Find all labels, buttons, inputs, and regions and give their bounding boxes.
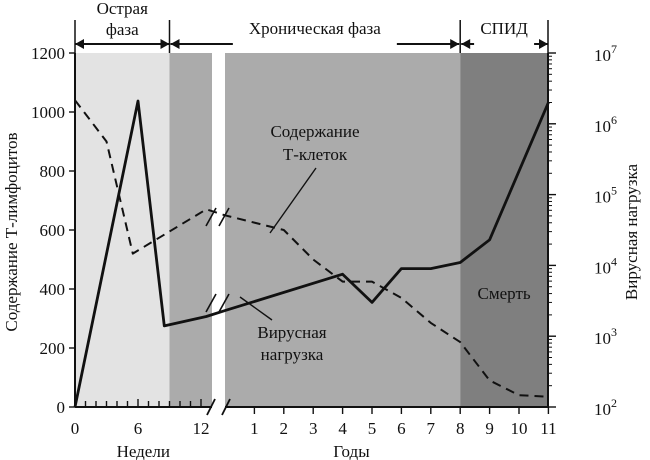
- line-break-mark-4: [218, 293, 230, 313]
- phase-label-chronic-bg: [232, 30, 397, 52]
- line-break-mark-1: [205, 207, 217, 227]
- phase-band-1: [75, 53, 170, 407]
- y-right-tick-label: 106: [594, 113, 617, 136]
- y-right-tick-label: 104: [594, 254, 617, 277]
- y-left-tick-label: 200: [40, 339, 66, 358]
- y-left-tick-label: 800: [40, 162, 66, 181]
- phase-band-3: [460, 53, 548, 407]
- phase-label-chronic: Хроническая фаза: [249, 19, 381, 38]
- tick-exponent: 5: [611, 184, 617, 198]
- y-right-tick-label: 102: [594, 396, 617, 419]
- series-lines: [73, 99, 550, 408]
- x-tick-label-year: 1: [250, 419, 259, 438]
- y-left-tick-label: 600: [40, 221, 66, 240]
- phase-chronic-span-arrow-left: [170, 39, 180, 49]
- tick-base: 10: [594, 188, 611, 207]
- x-tick-label-year: 10: [511, 419, 528, 438]
- y-left-tick-label: 400: [40, 280, 66, 299]
- x-tick-label-year: 5: [368, 419, 377, 438]
- tick-exponent: 7: [611, 42, 617, 56]
- x-tick-label-week: 12: [193, 419, 210, 438]
- x-axis-title-weeks: Недели: [117, 442, 170, 460]
- phase-chronic-span-arrow-right: [450, 39, 460, 49]
- x-tick-label-year: 8: [456, 419, 465, 438]
- y-right-axis-title: Вирусная нагрузка: [622, 163, 641, 300]
- x-axis-title-years: Годы: [333, 442, 370, 460]
- y-right-tick-label: 105: [594, 184, 617, 207]
- tick-base: 10: [594, 400, 611, 419]
- phase-label-aids-bg: [474, 30, 535, 52]
- x-break-mark-2: [221, 398, 231, 416]
- series-label-viral-line-1: Вирусная: [257, 323, 326, 342]
- series-labels: Содержание Т-клеток Вирусная нагрузка Смерть: [239, 122, 531, 364]
- phase-acute-span-arrow-left: [75, 39, 84, 49]
- x-break-mark-1: [206, 398, 216, 416]
- series-label-viral-line-2: нагрузка: [261, 345, 324, 364]
- series-line-1: [74, 99, 549, 398]
- y-right-tick-label: 103: [594, 325, 617, 348]
- x-tick-label-year: 6: [397, 419, 406, 438]
- x-tick-label-year: 7: [427, 419, 436, 438]
- series-label-tcell-line-1: Содержание: [270, 122, 359, 141]
- phase-acute-span-arrow-right: [160, 39, 170, 49]
- axis-break: [212, 52, 225, 408]
- tick-base: 10: [594, 258, 611, 277]
- series-label-tcell-line-2: Т-клеток: [283, 145, 348, 164]
- series-line-2: [73, 99, 550, 408]
- phase-label-acute-line-2: фаза: [106, 20, 139, 39]
- y-left-axis-title: Содержание Т-лимфоцитов: [2, 132, 21, 331]
- phase-label-aids: СПИД: [480, 19, 528, 38]
- line-break-mark-2: [218, 207, 230, 227]
- phase-header: Острая фаза Хроническая фаза СПИД: [74, 0, 549, 53]
- tick-base: 10: [594, 117, 611, 136]
- x-tick-label-year: 3: [309, 419, 318, 438]
- tick-labels: 0 6 12 1 2 3 4 5 6 7 8 9 10 1102004006008001000120010…: [31, 42, 617, 460]
- tick-exponent: 3: [611, 325, 617, 339]
- y-left-tick-label: 1000: [31, 103, 65, 122]
- y-left-tick-label: 0: [57, 398, 66, 417]
- x-tick-label-year: 11: [540, 419, 556, 438]
- phase-aids-span-arrow-right: [539, 39, 548, 49]
- phase-aids-span-arrow-left: [461, 39, 471, 49]
- x-tick-label-year: 9: [485, 419, 494, 438]
- x-tick-label-year: 4: [338, 419, 347, 438]
- tick-base: 10: [594, 46, 611, 65]
- axes: [69, 52, 556, 416]
- phase-label-acute-line-1: Острая: [97, 0, 149, 18]
- series-label-tcell-leader: [269, 167, 317, 234]
- tick-exponent: 2: [611, 396, 617, 410]
- line-break-mark-3: [205, 293, 217, 313]
- series-label-viral-leader: [239, 296, 273, 321]
- x-tick-label-week: 0: [71, 419, 80, 438]
- x-tick-label-week: 6: [134, 419, 143, 438]
- y-left-tick-label: 1200: [31, 44, 65, 63]
- axis-break-gap: [212, 52, 225, 408]
- y-right-tick-label: 107: [594, 42, 617, 65]
- tick-exponent: 6: [611, 113, 617, 127]
- x-tick-label-year: 2: [280, 419, 289, 438]
- tick-exponent: 4: [611, 254, 617, 268]
- axis-titles: Содержание Т-лимфоцитов Вирусная нагрузка: [2, 132, 641, 331]
- tick-base: 10: [594, 329, 611, 348]
- annotation-death: Смерть: [478, 284, 531, 303]
